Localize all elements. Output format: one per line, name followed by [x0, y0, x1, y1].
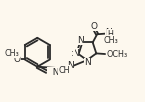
- Text: N: N: [72, 49, 78, 58]
- Text: N: N: [77, 36, 84, 45]
- Text: CH₃: CH₃: [5, 49, 20, 58]
- Text: N: N: [67, 61, 73, 70]
- Text: N: N: [84, 58, 91, 67]
- Text: CH₃: CH₃: [104, 36, 118, 45]
- Text: H: H: [108, 30, 113, 39]
- Text: O: O: [14, 55, 21, 64]
- Text: N: N: [47, 68, 60, 77]
- Text: O: O: [90, 22, 97, 31]
- Text: N: N: [106, 28, 112, 37]
- Text: :: :: [71, 49, 74, 58]
- Text: OCH₃: OCH₃: [106, 50, 127, 59]
- Text: CH: CH: [58, 66, 70, 75]
